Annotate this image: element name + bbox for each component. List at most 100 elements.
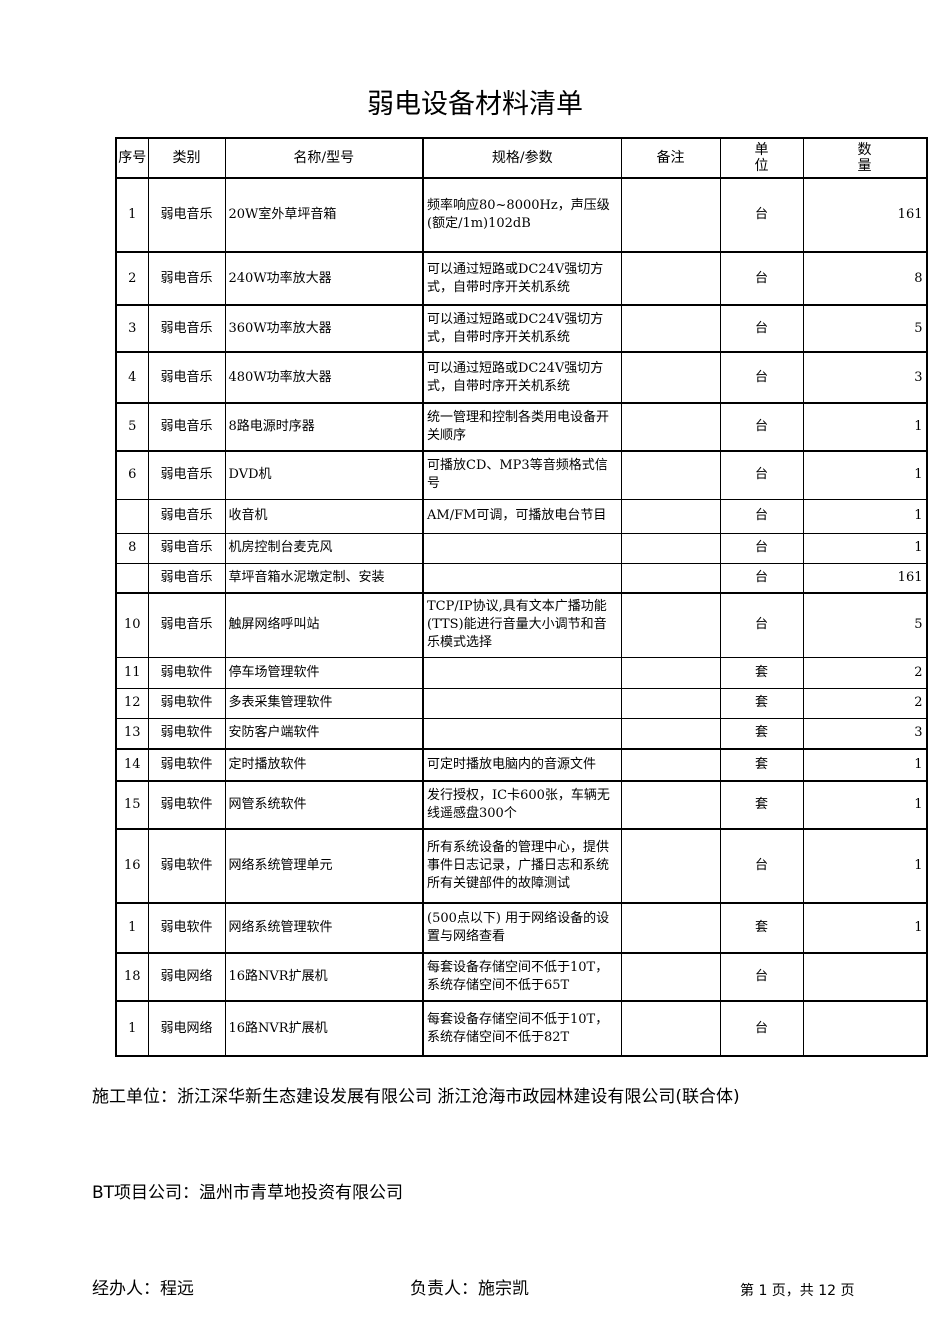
- cell-category: 弱电音乐: [147, 498, 226, 534]
- cell-unit: 台: [719, 1000, 804, 1057]
- cell-qty: 1: [802, 532, 927, 564]
- cell-qty: 161: [802, 562, 927, 594]
- table-row: 2 弱电音乐 240W功率放大器 可以通过短路或DC24V强切方式，自带时序开关机系统…: [115, 251, 927, 306]
- cell-qty: 1: [802, 828, 927, 904]
- table-row: 5 弱电音乐 8路电源时序器 统一管理和控制各类用电设备开关顺序 台 1: [115, 402, 927, 452]
- cell-spec: [422, 562, 622, 594]
- cell-name: 8路电源时序器: [224, 402, 424, 452]
- cell-unit: 套: [719, 687, 804, 719]
- cell-unit: 台: [719, 562, 804, 594]
- page-title: 弱电设备材料清单: [367, 89, 583, 120]
- cell-qty: [802, 1000, 927, 1057]
- table-row: 11 弱电软件 停车场管理软件 套 2: [115, 656, 927, 689]
- cell-name: 多表采集管理软件: [224, 687, 424, 719]
- cell-remark: [620, 592, 721, 658]
- table-row: 1 弱电软件 网络系统管理软件 (500点以下) 用于网络设备的设置与网络查看套 1: [115, 902, 927, 954]
- header-spec: 规格/参数: [422, 137, 622, 179]
- cell-category: 弱电软件: [147, 780, 226, 830]
- cell-name: 触屏网络呼叫站: [224, 592, 424, 658]
- cell-spec: 可以通过短路或DC24V强切方式，自带时序开关机系统: [422, 304, 622, 353]
- bt-company-text: BT项目公司：温州市青草地投资有限公司: [92, 1183, 404, 1203]
- table-row: 10 弱电音乐 触屏网络呼叫站 TCP/IP协议,具有文本广播功能(TTS)能进行音量…: [115, 592, 927, 658]
- cell-spec: (500点以下) 用于网络设备的设置与网络查看: [422, 902, 622, 954]
- cell-qty: 161: [802, 177, 927, 253]
- cell-no: 15: [115, 780, 149, 830]
- cell-no: [115, 562, 149, 594]
- cell-no: 4: [115, 351, 149, 404]
- cell-category: 弱电音乐: [147, 450, 226, 500]
- table-row: 6 弱电音乐 DVD机 可播放CD、MP3等音频格式信号 台 1: [115, 450, 927, 500]
- cell-no: 6: [115, 450, 149, 500]
- cell-qty: 3: [802, 351, 927, 404]
- cell-name: 网络系统管理软件: [224, 902, 424, 954]
- cell-remark: [620, 780, 721, 830]
- cell-spec: 发行授权，IC卡600张，车辆无线遥感盘300个: [422, 780, 622, 830]
- cell-category: 弱电软件: [147, 828, 226, 904]
- cell-remark: [620, 687, 721, 719]
- cell-name: 240W功率放大器: [224, 251, 424, 306]
- cell-no: 16: [115, 828, 149, 904]
- cell-remark: [620, 952, 721, 1002]
- cell-category: 弱电音乐: [147, 402, 226, 452]
- cell-name: 收音机: [224, 498, 424, 534]
- cell-qty: 2: [802, 687, 927, 719]
- header-unit: 单位: [719, 137, 804, 179]
- cell-category: 弱电音乐: [147, 177, 226, 253]
- cell-name: 草坪音箱水泥墩定制、安装: [224, 562, 424, 594]
- cell-name: 480W功率放大器: [224, 351, 424, 404]
- page-number: 第 1 页，共 12 页: [740, 1283, 855, 1299]
- cell-remark: [620, 402, 721, 452]
- cell-no: 12: [115, 687, 149, 719]
- cell-category: 弱电音乐: [147, 532, 226, 564]
- cell-remark: [620, 828, 721, 904]
- handler-text: 经办人：程远: [92, 1279, 194, 1299]
- cell-remark: [620, 450, 721, 500]
- cell-unit: 套: [719, 748, 804, 782]
- table-row: 4 弱电音乐 480W功率放大器 可以通过短路或DC24V强切方式，自带时序开关机系统…: [115, 351, 927, 404]
- table-row: 14 弱电软件 定时播放软件 可定时播放电脑内的音源文件 套 1: [115, 748, 927, 782]
- cell-unit: 台: [719, 351, 804, 404]
- cell-spec: 每套设备存储空间不低于10T，系统存储空间不低于82T: [422, 1000, 622, 1057]
- cell-no: 10: [115, 592, 149, 658]
- cell-no: [115, 498, 149, 534]
- cell-category: 弱电软件: [147, 902, 226, 954]
- responsible-text: 负责人：施宗凯: [410, 1279, 529, 1299]
- cell-category: 弱电音乐: [147, 592, 226, 658]
- cell-category: 弱电音乐: [147, 304, 226, 353]
- cell-no: 11: [115, 656, 149, 689]
- cell-remark: [620, 562, 721, 594]
- cell-qty: 1: [802, 450, 927, 500]
- cell-unit: 台: [719, 952, 804, 1002]
- cell-qty: 5: [802, 592, 927, 658]
- cell-unit: 套: [719, 717, 804, 750]
- cell-category: 弱电音乐: [147, 562, 226, 594]
- cell-spec: [422, 656, 622, 689]
- cell-qty: [802, 952, 927, 1002]
- cell-name: 网络系统管理单元: [224, 828, 424, 904]
- cell-no: 1: [115, 902, 149, 954]
- table-row: 16 弱电软件 网络系统管理单元 所有系统设备的管理中心，提供事件日志记录，广播日志和…: [115, 828, 927, 904]
- cell-no: 1: [115, 177, 149, 253]
- materials-table: 序号 类别 名称/型号 规格/参数 备注 单位 数量 1 弱电音乐 20W室外草坪音…: [115, 137, 928, 1057]
- cell-name: DVD机: [224, 450, 424, 500]
- cell-remark: [620, 1000, 721, 1057]
- cell-spec: TCP/IP协议,具有文本广播功能(TTS)能进行音量大小调节和音乐模式选择: [422, 592, 622, 658]
- cell-no: 5: [115, 402, 149, 452]
- header-remark: 备注: [620, 137, 721, 179]
- cell-remark: [620, 251, 721, 306]
- table-header: 序号 类别 名称/型号 规格/参数 备注 单位 数量: [115, 137, 927, 179]
- cell-no: 13: [115, 717, 149, 750]
- cell-unit: 台: [719, 498, 804, 534]
- cell-category: 弱电网络: [147, 952, 226, 1002]
- header-name: 名称/型号: [224, 137, 424, 179]
- cell-name: 安防客户端软件: [224, 717, 424, 750]
- cell-qty: 2: [802, 656, 927, 689]
- cell-unit: 台: [719, 304, 804, 353]
- cell-spec: 统一管理和控制各类用电设备开关顺序: [422, 402, 622, 452]
- table-row: 15 弱电软件 网管系统软件 发行授权，IC卡600张，车辆无线遥感盘300个 套 1: [115, 780, 927, 830]
- cell-spec: [422, 687, 622, 719]
- header-no: 序号: [115, 137, 149, 179]
- cell-no: 8: [115, 532, 149, 564]
- cell-no: 2: [115, 251, 149, 306]
